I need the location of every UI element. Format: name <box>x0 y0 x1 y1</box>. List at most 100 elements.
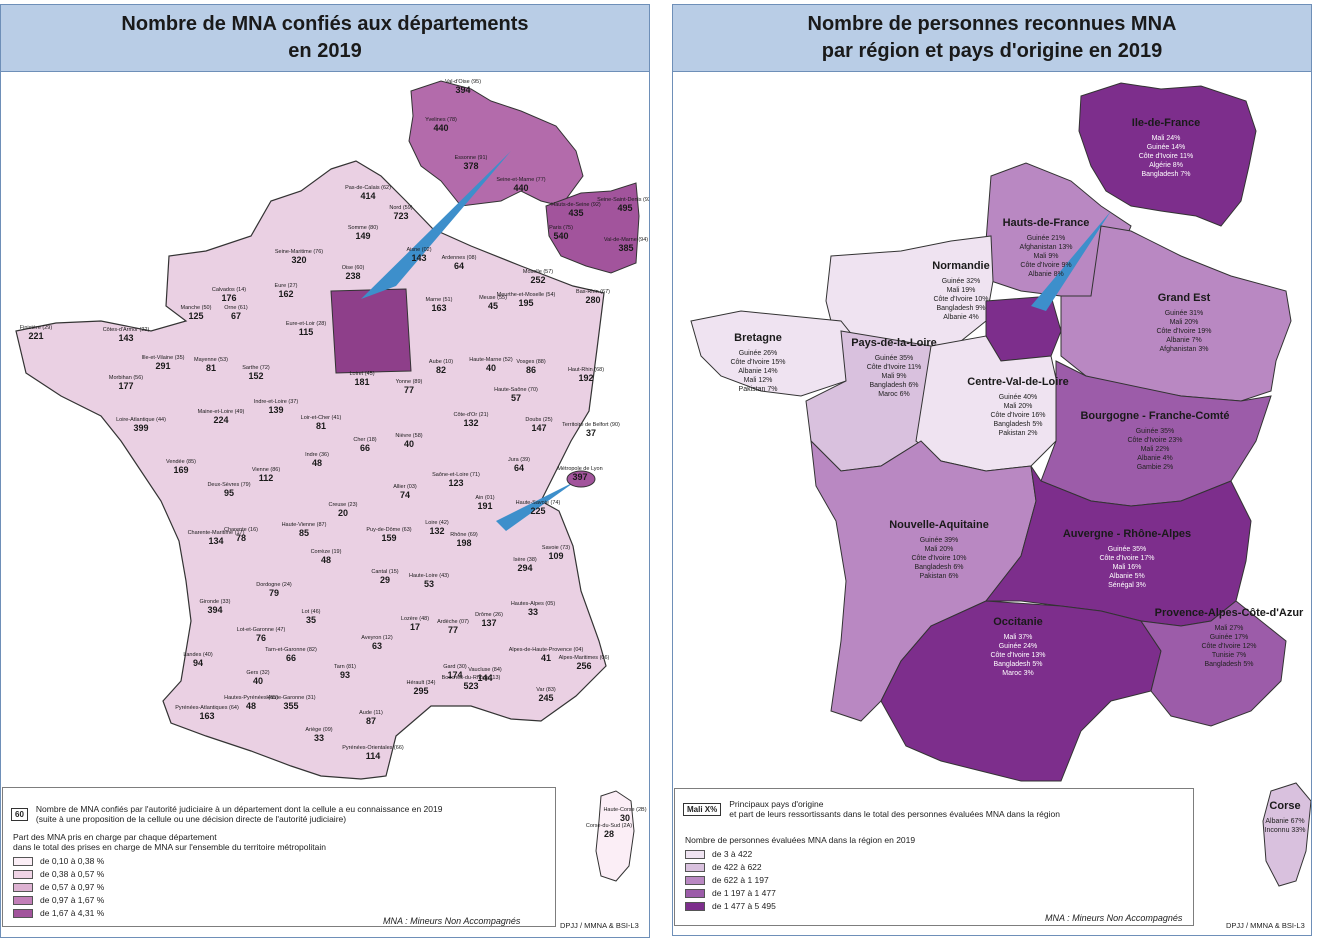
department-value: 132 <box>463 418 478 428</box>
legend-sample-country: Mali X% <box>683 802 722 816</box>
region-labels: Ile-de-France Mali 24% Guinée 14% Côte d'Iv… <box>730 117 1305 834</box>
department-value: 163 <box>431 303 446 313</box>
corsica-outline <box>595 790 635 882</box>
department-value: 134 <box>208 536 223 546</box>
region-origin-line: Côte d'Ivoire 15% <box>730 359 785 366</box>
region-origin-line: Mali 9% <box>882 373 907 380</box>
paris-petite-couronne-outline <box>545 182 640 274</box>
region-origin-line: Albanie 8% <box>1028 271 1063 278</box>
department-value: 144 <box>477 673 492 683</box>
department-value: 67 <box>231 311 241 321</box>
department-name: Haute-Savoie (74) <box>516 500 561 506</box>
region-grand-est <box>1060 225 1292 402</box>
department-name: Ariège (09) <box>305 727 332 733</box>
region-origin-line: Guinée 24% <box>999 643 1038 650</box>
inset-arrow-idf <box>361 151 511 299</box>
metropole-lyon-bubble <box>566 470 596 488</box>
region-origin-line: Côte d'Ivoire 19% <box>1156 328 1211 335</box>
department-name: Haute-Marne (52) <box>469 357 513 363</box>
department-name: Pyrénées-Atlantiques (64) <box>175 705 239 711</box>
department-name: Haute-Saône (70) <box>494 387 538 393</box>
right-title-line1: Nombre de personnes reconnues MNA <box>807 13 1177 35</box>
department-name: Yvelines (78) <box>425 117 457 123</box>
legend-class-label: de 0,97 à 1,67 % <box>40 895 105 905</box>
department-name: Haute-Vienne (87) <box>282 522 327 528</box>
regions-map: Ile-de-France Mali 24% Guinée 14% Côte d'Iv… <box>690 82 1311 887</box>
legend-class-label: de 422 à 622 <box>712 862 762 872</box>
department-name: Pas-de-Calais (62) <box>345 185 391 191</box>
department-name: Rhône (69) <box>450 532 478 538</box>
department-value: 20 <box>338 508 348 518</box>
legend-class-row: de 0,38 à 0,57 % <box>13 869 104 879</box>
department-value: 45 <box>488 301 498 311</box>
legend-class-row: de 1 477 à 5 495 <box>685 901 776 911</box>
department-name: Lot (46) <box>302 609 321 615</box>
department-value: 152 <box>248 371 263 381</box>
department-name: Vaucluse (84) <box>468 667 502 673</box>
department-value: 66 <box>360 443 370 453</box>
department-name: Cher (18) <box>353 437 376 443</box>
department-name: Savoie (73) <box>542 545 570 551</box>
department-name: Aveyron (12) <box>361 635 393 641</box>
region-origin-line: Albanie 14% <box>738 368 777 375</box>
right-legend-count-title: Nombre de personnes évaluées MNA dans la… <box>685 835 916 845</box>
department-value: 30 <box>620 813 630 823</box>
region-origin-line: Mali 37% <box>1004 634 1033 641</box>
region-origin-line: Bangladesh 5% <box>993 421 1042 428</box>
department-name: Somme (80) <box>348 225 378 231</box>
region-origin-line: Maroc 6% <box>878 391 910 398</box>
region-origin-line: Bangladesh 5% <box>1204 661 1253 668</box>
department-value: 53 <box>424 579 434 589</box>
department-value: 41 <box>541 653 551 663</box>
region-name: Corse <box>1269 800 1300 812</box>
department-name: Indre (36) <box>305 452 329 458</box>
department-name: Mayenne (53) <box>194 357 228 363</box>
region-origin-line: Côte d'Ivoire 11% <box>1139 153 1194 160</box>
department-value: 143 <box>411 253 426 263</box>
region-origin-line: Mali 27% <box>1215 625 1244 632</box>
legend-class-label: de 3 à 422 <box>712 849 753 859</box>
legend-swatch <box>13 856 33 866</box>
department-value: 440 <box>513 183 528 193</box>
idf-location-box <box>330 288 412 374</box>
department-name: Loire (42) <box>425 520 449 526</box>
legend-class-row: de 3 à 422 <box>685 849 752 859</box>
right-legend-line2: et part de leurs ressortissants dans le … <box>729 809 1060 819</box>
department-name: Aube (10) <box>429 359 453 365</box>
department-name: Hauts-de-Seine (92) <box>551 202 601 208</box>
region-origin-line: Côte d'Ivoire 12% <box>1201 643 1256 650</box>
legend-part-title2: dans le total des prises en charge de MN… <box>13 842 326 852</box>
region-origin-line: Côte d'Ivoire 23% <box>1127 437 1182 444</box>
department-value: 48 <box>321 555 331 565</box>
region-origin-line: Côte d'Ivoire 13% <box>990 652 1045 659</box>
department-value: 440 <box>433 123 448 133</box>
department-name: Gard (30) <box>443 664 467 670</box>
right-legend-note: MNA : Mineurs Non Accompagnés <box>1045 913 1183 923</box>
department-name: Creuse (23) <box>328 502 357 508</box>
department-value: 77 <box>404 385 414 395</box>
department-value: 114 <box>366 751 381 761</box>
region-origin-line: Afghanistan 13% <box>1020 244 1073 251</box>
region-name: Nouvelle-Aquitaine <box>889 519 989 531</box>
department-value: 85 <box>299 528 309 538</box>
left-map-title: Nombre de MNA confiés aux départements e… <box>1 5 649 72</box>
department-name: Meuse (55) <box>479 295 507 301</box>
department-value: 176 <box>221 293 236 303</box>
department-name: Aude (11) <box>359 710 383 716</box>
department-value: 238 <box>345 271 360 281</box>
department-name: Sarthe (72) <box>242 365 270 371</box>
department-value: 86 <box>526 365 536 375</box>
region-origin-line: Inconnu 33% <box>1265 827 1306 834</box>
department-name: Dordogne (24) <box>256 582 292 588</box>
department-name: Corse-du-Sud (2A) <box>586 823 632 829</box>
region-name: Auvergne - Rhône-Alpes <box>1063 528 1191 540</box>
department-name: Loire-Atlantique (44) <box>116 417 166 423</box>
department-name: Vienne (86) <box>252 467 281 473</box>
department-name: Val-d'Oise (95) <box>445 79 481 85</box>
department-name: Eure-et-Loir (28) <box>286 321 327 327</box>
legend-class-label: de 0,38 à 0,57 % <box>40 869 105 879</box>
region-origin-line: Pakistan 6% <box>920 573 959 580</box>
department-value: 162 <box>278 289 293 299</box>
department-value: 163 <box>199 711 214 721</box>
